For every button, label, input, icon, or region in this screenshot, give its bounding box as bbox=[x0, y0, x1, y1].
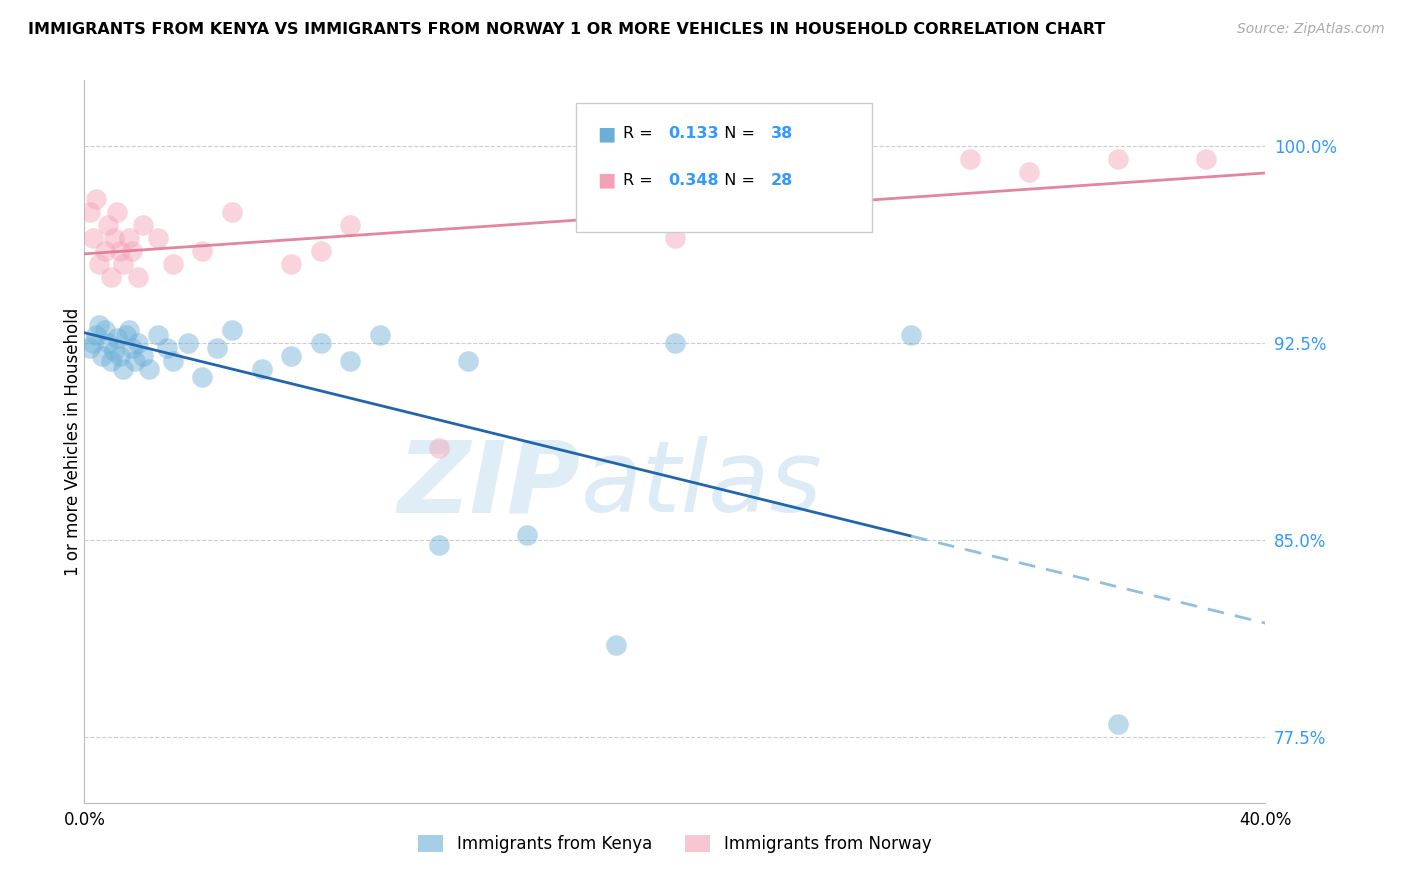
Text: R =: R = bbox=[623, 127, 658, 141]
Point bbox=[664, 231, 686, 245]
Point bbox=[900, 328, 922, 343]
Point bbox=[516, 528, 538, 542]
Point bbox=[111, 257, 134, 271]
Point bbox=[138, 362, 160, 376]
Text: IMMIGRANTS FROM KENYA VS IMMIGRANTS FROM NORWAY 1 OR MORE VEHICLES IN HOUSEHOLD : IMMIGRANTS FROM KENYA VS IMMIGRANTS FROM… bbox=[28, 22, 1105, 37]
Text: atlas: atlas bbox=[581, 436, 823, 533]
Point bbox=[309, 336, 332, 351]
Point bbox=[100, 354, 122, 368]
Point bbox=[79, 204, 101, 219]
Point bbox=[108, 349, 131, 363]
Point bbox=[94, 244, 117, 258]
Point bbox=[97, 218, 120, 232]
Point bbox=[124, 354, 146, 368]
Point bbox=[207, 341, 229, 355]
Point bbox=[100, 270, 122, 285]
Point bbox=[162, 354, 184, 368]
Point bbox=[127, 270, 149, 285]
Text: N =: N = bbox=[714, 127, 761, 141]
Point bbox=[427, 538, 450, 552]
Point bbox=[1107, 717, 1129, 731]
Point bbox=[79, 341, 101, 355]
Point bbox=[280, 349, 302, 363]
Text: ZIP: ZIP bbox=[398, 436, 581, 533]
Point bbox=[103, 343, 125, 358]
Point bbox=[132, 349, 155, 363]
Point bbox=[1195, 152, 1218, 166]
Y-axis label: 1 or more Vehicles in Household: 1 or more Vehicles in Household bbox=[65, 308, 82, 575]
Point bbox=[664, 336, 686, 351]
Point bbox=[148, 328, 170, 343]
Point bbox=[84, 328, 107, 343]
Point bbox=[94, 323, 117, 337]
Point bbox=[121, 341, 143, 355]
Text: N =: N = bbox=[714, 173, 761, 187]
Text: 0.348: 0.348 bbox=[668, 173, 718, 187]
Text: 38: 38 bbox=[770, 127, 793, 141]
Point bbox=[97, 336, 120, 351]
Point bbox=[309, 244, 332, 258]
Point bbox=[103, 231, 125, 245]
Point bbox=[111, 362, 134, 376]
Point bbox=[339, 354, 361, 368]
Point bbox=[368, 328, 391, 343]
Point bbox=[221, 204, 243, 219]
Point bbox=[127, 336, 149, 351]
Point bbox=[1018, 165, 1040, 179]
Point bbox=[105, 331, 128, 345]
Point bbox=[250, 362, 273, 376]
Text: 0.133: 0.133 bbox=[668, 127, 718, 141]
Point bbox=[156, 341, 179, 355]
Point bbox=[132, 218, 155, 232]
Point bbox=[177, 336, 200, 351]
Point bbox=[114, 328, 136, 343]
Point bbox=[87, 257, 111, 271]
Point bbox=[959, 152, 981, 166]
Point bbox=[118, 231, 141, 245]
Legend: Immigrants from Kenya, Immigrants from Norway: Immigrants from Kenya, Immigrants from N… bbox=[412, 828, 938, 860]
Point bbox=[82, 336, 104, 351]
Point bbox=[82, 231, 104, 245]
Point bbox=[427, 441, 450, 455]
Point bbox=[105, 204, 128, 219]
Point bbox=[605, 638, 627, 652]
Text: ■: ■ bbox=[598, 170, 616, 190]
Point bbox=[84, 192, 107, 206]
Point bbox=[457, 354, 479, 368]
Text: R =: R = bbox=[623, 173, 658, 187]
Point bbox=[339, 218, 361, 232]
Point bbox=[108, 244, 131, 258]
Text: ■: ■ bbox=[598, 124, 616, 144]
Text: 28: 28 bbox=[770, 173, 793, 187]
Point bbox=[87, 318, 111, 332]
Point bbox=[221, 323, 243, 337]
Point bbox=[191, 244, 214, 258]
Point bbox=[191, 370, 214, 384]
Point bbox=[1107, 152, 1129, 166]
Point bbox=[91, 349, 114, 363]
Text: Source: ZipAtlas.com: Source: ZipAtlas.com bbox=[1237, 22, 1385, 37]
Point bbox=[162, 257, 184, 271]
Point bbox=[148, 231, 170, 245]
Point bbox=[118, 323, 141, 337]
Point bbox=[280, 257, 302, 271]
Point bbox=[121, 244, 143, 258]
